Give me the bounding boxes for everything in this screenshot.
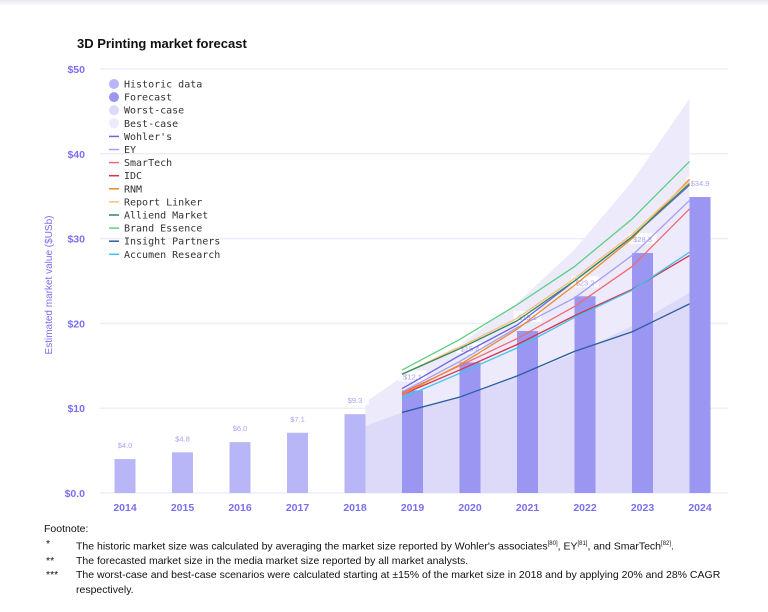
y-tick-label: $30 <box>67 234 85 246</box>
y-tick-label: $10 <box>67 403 85 415</box>
legend-label: EY <box>124 145 136 156</box>
legend-label: Worst-case <box>124 106 184 117</box>
legend-label: Accumen Research <box>124 250 220 261</box>
footnote-text: The worst-case and best-case scenarios w… <box>76 569 721 596</box>
y-tick-label: $40 <box>67 149 85 161</box>
historic-bar <box>229 442 251 493</box>
x-tick-label: 2017 <box>286 502 310 514</box>
bar-data-label: $6.0 <box>233 424 248 433</box>
x-tick-label: 2023 <box>631 502 655 514</box>
x-tick-label: 2020 <box>458 502 482 514</box>
x-tick-label: 2016 <box>228 502 252 514</box>
legend-label: Brand Essence <box>124 224 202 235</box>
x-tick-label: 2015 <box>171 502 195 514</box>
series-line-brand-essence <box>401 160 690 371</box>
x-tick-label: 2014 <box>113 502 137 514</box>
footnote-marker: *** <box>46 569 59 581</box>
data-label-bg <box>341 394 369 406</box>
footnote-text: The historic market size was calculated … <box>76 540 674 552</box>
legend-swatch <box>109 118 119 129</box>
series-line-ey <box>401 199 690 393</box>
footnote-marker: ** <box>46 554 55 567</box>
legend-label: Wohler's <box>124 132 172 143</box>
forecast-bar <box>689 197 711 493</box>
x-tick-label: 2021 <box>516 502 540 514</box>
forecast-bar <box>517 331 538 493</box>
forecast-bar <box>459 362 481 493</box>
data-label-bg <box>456 342 484 354</box>
series-line-accumen-research <box>401 251 690 399</box>
footnote-item: *** The worst-case and best-case scenari… <box>44 568 768 597</box>
historic-bar <box>172 452 193 493</box>
series-line-insight-partners <box>401 303 690 414</box>
y-tick-label: $0.0 <box>65 488 86 500</box>
legend-label: SmarTech <box>124 158 172 169</box>
legend-swatch <box>109 92 119 103</box>
legend-label: Report Linker <box>124 197 202 208</box>
footnote-item: ** The forecasted market size in the med… <box>44 554 768 569</box>
data-label-bg <box>686 177 714 189</box>
footnote: Footnote: * The historic market size was… <box>44 522 768 597</box>
bar-data-label: $9.3 <box>348 396 363 405</box>
historic-bar <box>344 414 366 493</box>
legend-label: Insight Partners <box>124 237 220 248</box>
x-tick-label: 2022 <box>573 502 597 514</box>
forecast-bar <box>632 253 653 493</box>
bar-data-label: $4.8 <box>175 434 190 443</box>
bar-data-label: $23.2 <box>576 278 595 287</box>
series-line-report-linker <box>401 180 690 375</box>
footnote-marker: * <box>46 537 51 550</box>
legend-swatch <box>109 79 119 89</box>
y-tick-label: $20 <box>67 318 85 330</box>
footnote-item: * The historic market size was calculate… <box>44 537 768 554</box>
bar-data-label: $34.9 <box>691 179 710 188</box>
x-tick-label: 2024 <box>688 502 712 514</box>
forecast-bar <box>402 390 423 493</box>
x-tick-label: 2019 <box>401 502 425 514</box>
bar-data-label: $28.3 <box>633 235 652 244</box>
chart: $0.0 $10 $20 $30 $40 $50 Estimated market valu… <box>44 64 728 514</box>
data-label-bg <box>168 432 197 444</box>
page-top-edge <box>0 0 768 6</box>
bar-data-label: $12.1 <box>403 372 422 381</box>
footnote-text: The forecasted market size in the media … <box>76 554 469 567</box>
legend-label: Historic data <box>124 80 202 91</box>
legend-swatch <box>109 105 119 116</box>
legend-label: Best-case <box>124 119 178 130</box>
y-axis-label: Estimated market value ($USb) <box>44 216 55 355</box>
data-label-bg <box>571 276 599 288</box>
legend-label: RNM <box>124 184 142 195</box>
data-label-bg <box>226 422 254 434</box>
data-label-bg <box>111 439 139 451</box>
bar-data-label: $7.1 <box>290 415 305 424</box>
data-label-bg <box>398 370 427 382</box>
bar-data-label: $4.0 <box>118 441 133 450</box>
bar-data-label: $15.4 <box>461 344 480 353</box>
series-line-alliend-market <box>401 183 690 375</box>
data-label-bg <box>283 412 312 424</box>
legend-label: Forecast <box>124 93 172 104</box>
legend-label: IDC <box>124 171 142 182</box>
chart-title: 3D Printing market forecast <box>77 36 247 51</box>
data-label-bg <box>628 233 657 245</box>
legend-label: Alliend Market <box>124 211 208 222</box>
y-tick-label: $50 <box>67 64 85 76</box>
x-tick-label: 2018 <box>343 502 367 514</box>
historic-bar <box>114 459 136 493</box>
footnote-heading: Footnote: <box>44 523 89 535</box>
forecast-bar <box>574 296 596 493</box>
historic-bar <box>287 432 308 493</box>
